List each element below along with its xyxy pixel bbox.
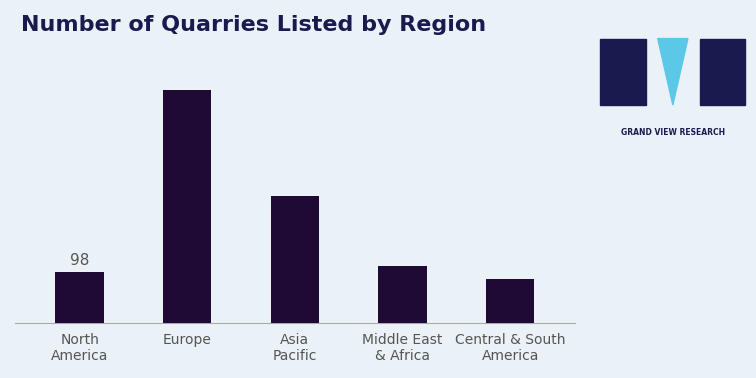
Bar	[271, 196, 319, 323]
Polygon shape	[658, 39, 688, 105]
Bar	[163, 90, 212, 323]
Bar	[378, 266, 426, 323]
Bar	[600, 39, 646, 105]
Text: R: R	[713, 60, 733, 84]
Text: 98: 98	[70, 253, 89, 268]
Bar	[55, 272, 104, 323]
Text: GRAND VIEW RESEARCH: GRAND VIEW RESEARCH	[621, 128, 725, 137]
Bar	[486, 279, 534, 323]
Text: G: G	[612, 60, 634, 84]
Bar	[700, 39, 745, 105]
Text: Number of Quarries Listed by Region: Number of Quarries Listed by Region	[20, 15, 485, 35]
